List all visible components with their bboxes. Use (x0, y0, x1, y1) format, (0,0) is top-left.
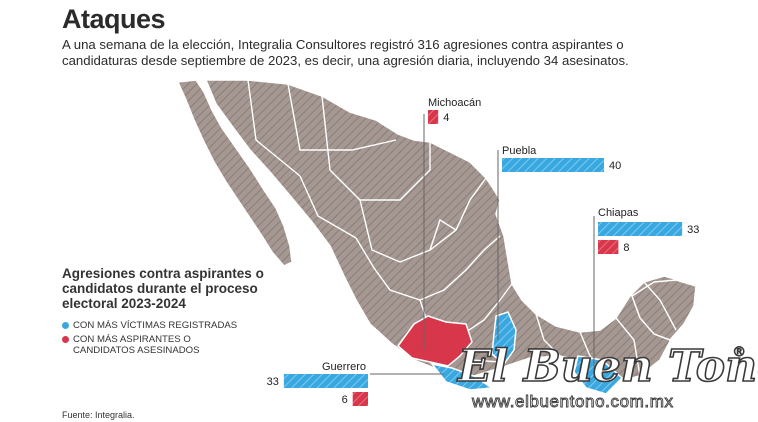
value-label-killed-chiapas: 8 (623, 242, 629, 254)
legend-title: Agresiones contra aspirantes o candidato… (62, 266, 264, 311)
map-region-guerrero (430, 362, 495, 391)
value-label-killed-guerrero: 6 (342, 394, 348, 406)
bar-killed-chiapas (598, 240, 619, 254)
value-label-victims-chiapas: 33 (687, 224, 699, 236)
category-label-guerrero: Guerrero (322, 361, 366, 373)
category-label-michoacan: Michoacán (428, 97, 481, 109)
map-region-chiapas (573, 355, 624, 395)
category-label-chiapas: Chiapas (598, 207, 639, 219)
watermark-logo: El Buen Tono ® www.elbuentono.com.mx (455, 340, 758, 411)
svg-text:®: ® (734, 343, 745, 359)
red-dot-icon (62, 336, 69, 343)
legend-item-killed: CON MÁS ASPIRANTES O CANDIDATOS ASESINAD… (62, 334, 232, 356)
legend-label-killed: CON MÁS ASPIRANTES O CANDIDATOS ASESINAD… (73, 334, 200, 356)
map-region-baja-california (176, 79, 293, 267)
value-label-victims-puebla: 40 (609, 160, 621, 172)
intro-text: A una semana de la elección, Integralia … (62, 37, 629, 68)
callout-bars: Michoacán 4 Puebla 40 Chiapas 33 8 Guerrero 33 6 (267, 97, 699, 406)
map-region-yucatan (631, 279, 697, 341)
category-label-puebla: Puebla (502, 145, 537, 157)
svg-text:www.elbuentono.com.mx: www.elbuentono.com.mx (471, 392, 674, 411)
page-title: Ataques (62, 4, 166, 34)
bar-victims-puebla (502, 158, 604, 172)
source-note: Fuente: Integralia. (62, 410, 135, 420)
bar-killed-michoacan (428, 110, 439, 124)
legend-label-victims: CON MÁS VÍCTIMAS REGISTRADAS (73, 320, 238, 331)
bar-killed-guerrero (352, 392, 368, 406)
bar-victims-chiapas (598, 222, 683, 236)
value-label-victims-guerrero: 33 (267, 376, 279, 388)
legend-item-victims: CON MÁS VÍCTIMAS REGISTRADAS (62, 320, 237, 331)
map-region-mainland (204, 79, 693, 381)
bar-victims-guerrero (283, 374, 368, 388)
blue-dot-icon (62, 321, 69, 329)
svg-text:El Buen Tono: El Buen Tono (456, 341, 758, 392)
map-region-michoacan (396, 315, 473, 367)
leader-lines (370, 114, 595, 378)
value-label-killed-michoacan: 4 (443, 112, 449, 124)
